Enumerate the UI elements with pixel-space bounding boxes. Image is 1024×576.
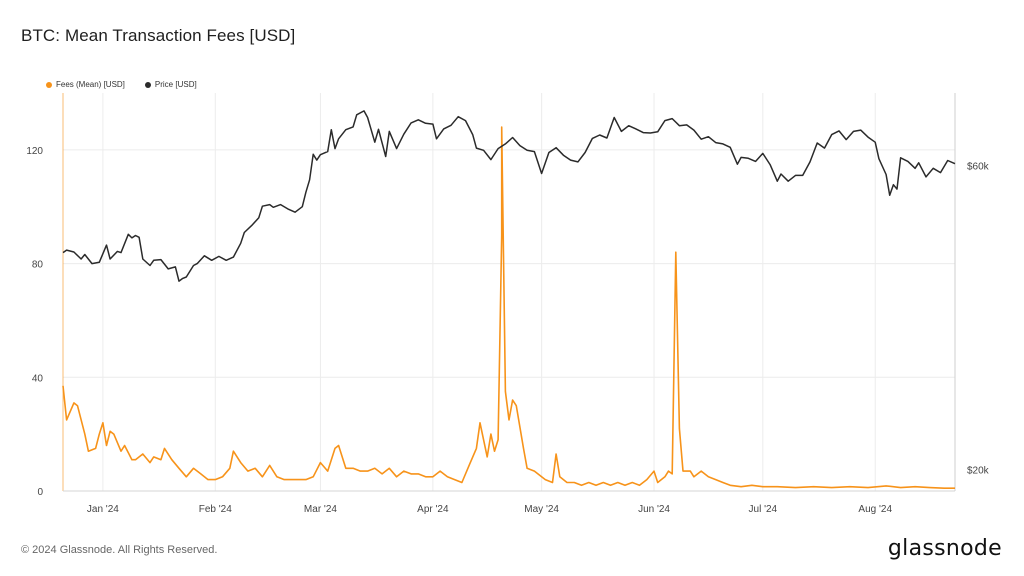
legend: Fees (Mean) [USD] Price [USD] xyxy=(46,80,197,89)
y-left-tick-label: 40 xyxy=(32,373,44,384)
y-right-tick-label: $60k xyxy=(967,162,990,173)
x-tick-label: Jan '24 xyxy=(87,504,119,515)
x-tick-label: Aug '24 xyxy=(858,504,892,515)
chart-title: BTC: Mean Transaction Fees [USD] xyxy=(21,26,296,45)
price-line xyxy=(62,110,956,282)
legend-fees-label: Fees (Mean) [USD] xyxy=(56,80,125,89)
fees-mean-line xyxy=(62,126,955,490)
legend-price-dot xyxy=(144,81,151,88)
x-tick-label: Mar '24 xyxy=(304,504,337,515)
y-left-tick-label: 80 xyxy=(32,260,44,271)
x-tick-label: May '24 xyxy=(524,504,559,515)
legend-price-label: Price [USD] xyxy=(154,80,197,89)
x-tick-label: Jun '24 xyxy=(638,504,670,515)
x-tick-label: Jul '24 xyxy=(749,504,778,515)
x-tick-label: Apr '24 xyxy=(417,504,449,515)
y-left-tick-label: 0 xyxy=(37,487,43,498)
legend-fees-dot xyxy=(46,81,52,88)
x-tick-label: Feb '24 xyxy=(199,504,232,515)
brand-logo: glassnode xyxy=(887,536,1002,561)
y-left-tick-label: 120 xyxy=(26,146,43,157)
copyright-footer: © 2024 Glassnode. All Rights Reserved. xyxy=(21,544,218,556)
legend-item-price[interactable]: Price [USD] xyxy=(144,80,197,89)
legend-item-fees[interactable]: Fees (Mean) [USD] xyxy=(46,80,125,89)
y-right-tick-label: $20k xyxy=(967,465,990,476)
